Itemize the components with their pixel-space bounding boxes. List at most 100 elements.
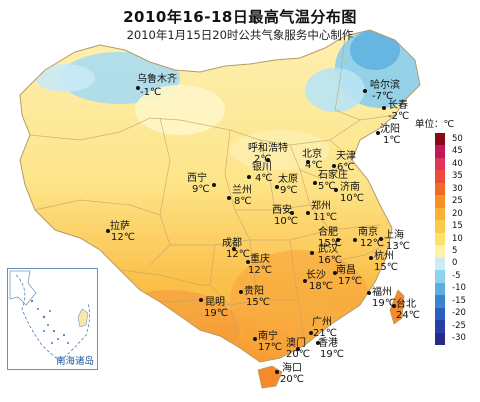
city-dot-zhengzhou (306, 211, 310, 215)
city-dot-chongqing (246, 260, 250, 264)
city-dot-urumqi (136, 86, 140, 90)
city-name: 长春 (388, 100, 408, 111)
city-dot-guangzhou (309, 331, 313, 335)
city-temp: 11℃ (313, 212, 337, 223)
city-temp: 12℃ (248, 265, 272, 276)
city-dot-wuhan (310, 251, 314, 255)
city-temp: 19℃ (204, 308, 228, 319)
legend-tick-label: 35 (452, 171, 463, 182)
legend-tick-label: 10 (452, 233, 463, 244)
legend-tick-label: -30 (452, 333, 466, 344)
city-dot-harbin (363, 89, 367, 93)
city-name: 西安 (272, 205, 292, 216)
legend-swatch (435, 295, 445, 309)
legend-swatch (435, 332, 445, 346)
city-name: 海口 (282, 363, 302, 374)
city-name: 南宁 (258, 331, 278, 342)
city-temp: 10℃ (340, 193, 364, 204)
city-temp: 17℃ (338, 276, 362, 287)
legend-swatch (435, 257, 445, 271)
city-name: 济南 (340, 182, 360, 193)
city-temp: 20℃ (280, 374, 304, 385)
city-dot-nanning (253, 337, 257, 341)
city-name: 重庆 (250, 254, 270, 265)
city-dot-lanzhou (227, 196, 231, 200)
city-temp: -2℃ (388, 111, 410, 122)
south-china-sea-inset (7, 268, 98, 370)
city-temp: 2℃ (254, 154, 272, 165)
city-name: 兰州 (232, 185, 252, 196)
legend-tick-label: -20 (452, 308, 466, 319)
city-temp: 6℃ (337, 162, 355, 173)
city-dot-hefei (336, 238, 340, 242)
legend-swatch (435, 320, 445, 334)
city-dot-beijing (306, 160, 310, 164)
city-name: 哈尔滨 (370, 80, 400, 91)
city-name: 呼和浩特 (248, 143, 288, 154)
city-temp: 12℃ (226, 249, 250, 260)
legend-swatch (435, 170, 445, 184)
city-name: 天津 (336, 151, 356, 162)
city-name: 广州 (312, 317, 332, 328)
legend-swatch (435, 282, 445, 296)
city-dot-xian (290, 211, 294, 215)
legend-tick-label: 0 (452, 258, 458, 269)
city-dot-taiyuan (275, 185, 279, 189)
city-temp: 16℃ (318, 255, 342, 266)
city-temp: 12℃ (360, 238, 384, 249)
city-temp: 10℃ (274, 216, 298, 227)
legend-tick-label: 40 (452, 158, 463, 169)
city-name: 上海 (384, 230, 404, 241)
legend-unit-label: 单位：℃ (415, 119, 455, 130)
legend-swatch (435, 232, 445, 246)
legend-tick-label: 30 (452, 183, 463, 194)
city-dot-macau (296, 347, 300, 351)
city-temp: 12℃ (111, 232, 135, 243)
city-temp: 21℃ (313, 328, 337, 339)
city-dot-lhasa (106, 229, 110, 233)
color-legend (435, 133, 445, 346)
city-name: 北京 (302, 149, 322, 160)
city-temp: -7℃ (372, 91, 394, 102)
city-name: 西宁 (187, 173, 207, 184)
city-dot-kunming (199, 298, 203, 302)
city-temp: 20℃ (286, 349, 310, 360)
city-temp: -1℃ (140, 87, 162, 98)
city-temp: 19℃ (372, 298, 396, 309)
legend-tick-label: 20 (452, 208, 463, 219)
legend-tick-label: 50 (452, 133, 463, 144)
city-name: 合肥 (318, 227, 338, 238)
city-temp: 15℃ (246, 297, 270, 308)
legend-swatch (435, 307, 445, 321)
city-dot-hangzhou (369, 256, 373, 260)
legend-tick-label: -10 (452, 283, 466, 294)
city-dot-nanjing (353, 238, 357, 242)
city-name: 成都 (222, 238, 242, 249)
city-temp: 15℃ (374, 262, 398, 273)
city-dot-hongkong (316, 341, 320, 345)
city-dot-hohhot (266, 158, 270, 162)
city-dot-nanchang (333, 271, 337, 275)
city-temp: 15℃ (318, 238, 342, 249)
city-dot-shijiazhuang (313, 181, 317, 185)
city-dot-xining (212, 183, 216, 187)
map-subtitle: 2010年1月15日20时公共气象服务中心制作 (126, 28, 354, 42)
city-name: 长沙 (306, 270, 326, 281)
city-name: 石家庄 (318, 170, 348, 181)
city-dot-chengdu (232, 247, 236, 251)
legend-swatch (435, 145, 445, 159)
city-name: 太原 (278, 174, 298, 185)
city-dot-fuzhou (367, 291, 371, 295)
legend-swatch (435, 220, 445, 234)
city-name: 武汉 (318, 244, 338, 255)
city-name: 澳门 (286, 338, 306, 349)
city-name: 南昌 (336, 265, 356, 276)
city-temp: 8℃ (234, 196, 252, 207)
city-temp: 19℃ (320, 349, 344, 360)
inset-map-svg (9, 270, 90, 362)
legend-swatch (435, 157, 445, 171)
legend-tick-label: 5 (452, 245, 458, 256)
city-name: 南京 (358, 227, 378, 238)
city-dot-shenyang (376, 131, 380, 135)
legend-tick-label: -25 (452, 320, 466, 331)
